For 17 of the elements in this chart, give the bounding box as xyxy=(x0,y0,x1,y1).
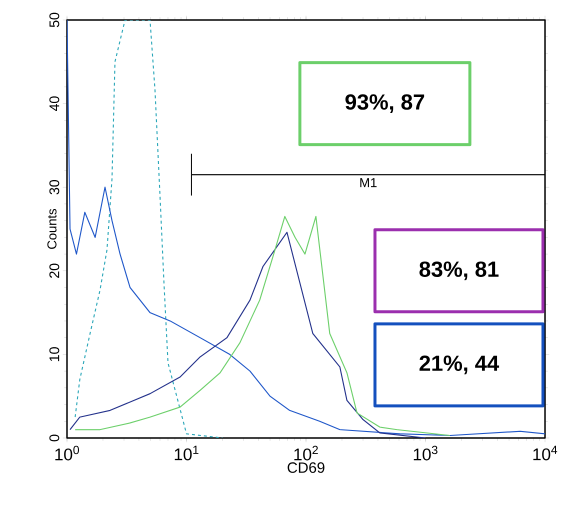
x-tick-label: 10$^{4}$ xyxy=(533,446,558,460)
y-tick-label: 0 xyxy=(49,434,60,442)
y-axis-title: Counts xyxy=(47,208,57,249)
annotation: 83%, 81 xyxy=(419,261,499,280)
y-tick-label: 10 xyxy=(49,347,60,362)
annotation: 93%, 87 xyxy=(345,94,424,113)
y-tick-label: 20 xyxy=(49,264,60,278)
x-tick-label: 10$^{3}$ xyxy=(414,446,438,460)
series-label: M1 xyxy=(360,178,377,188)
y-tick-label: 50 xyxy=(49,12,60,28)
y-tick-label: 40 xyxy=(49,96,60,112)
x-tick-label: 10$^{0}$ xyxy=(55,446,79,460)
x-tick-label: 10$^{1}$ xyxy=(174,446,198,460)
x-tick-label: 10$^{2}$ xyxy=(294,446,318,460)
annotation: 21%, 44 xyxy=(420,355,500,374)
x-axis-title: CD69 xyxy=(288,462,324,473)
y-tick-label: 30 xyxy=(49,180,60,194)
